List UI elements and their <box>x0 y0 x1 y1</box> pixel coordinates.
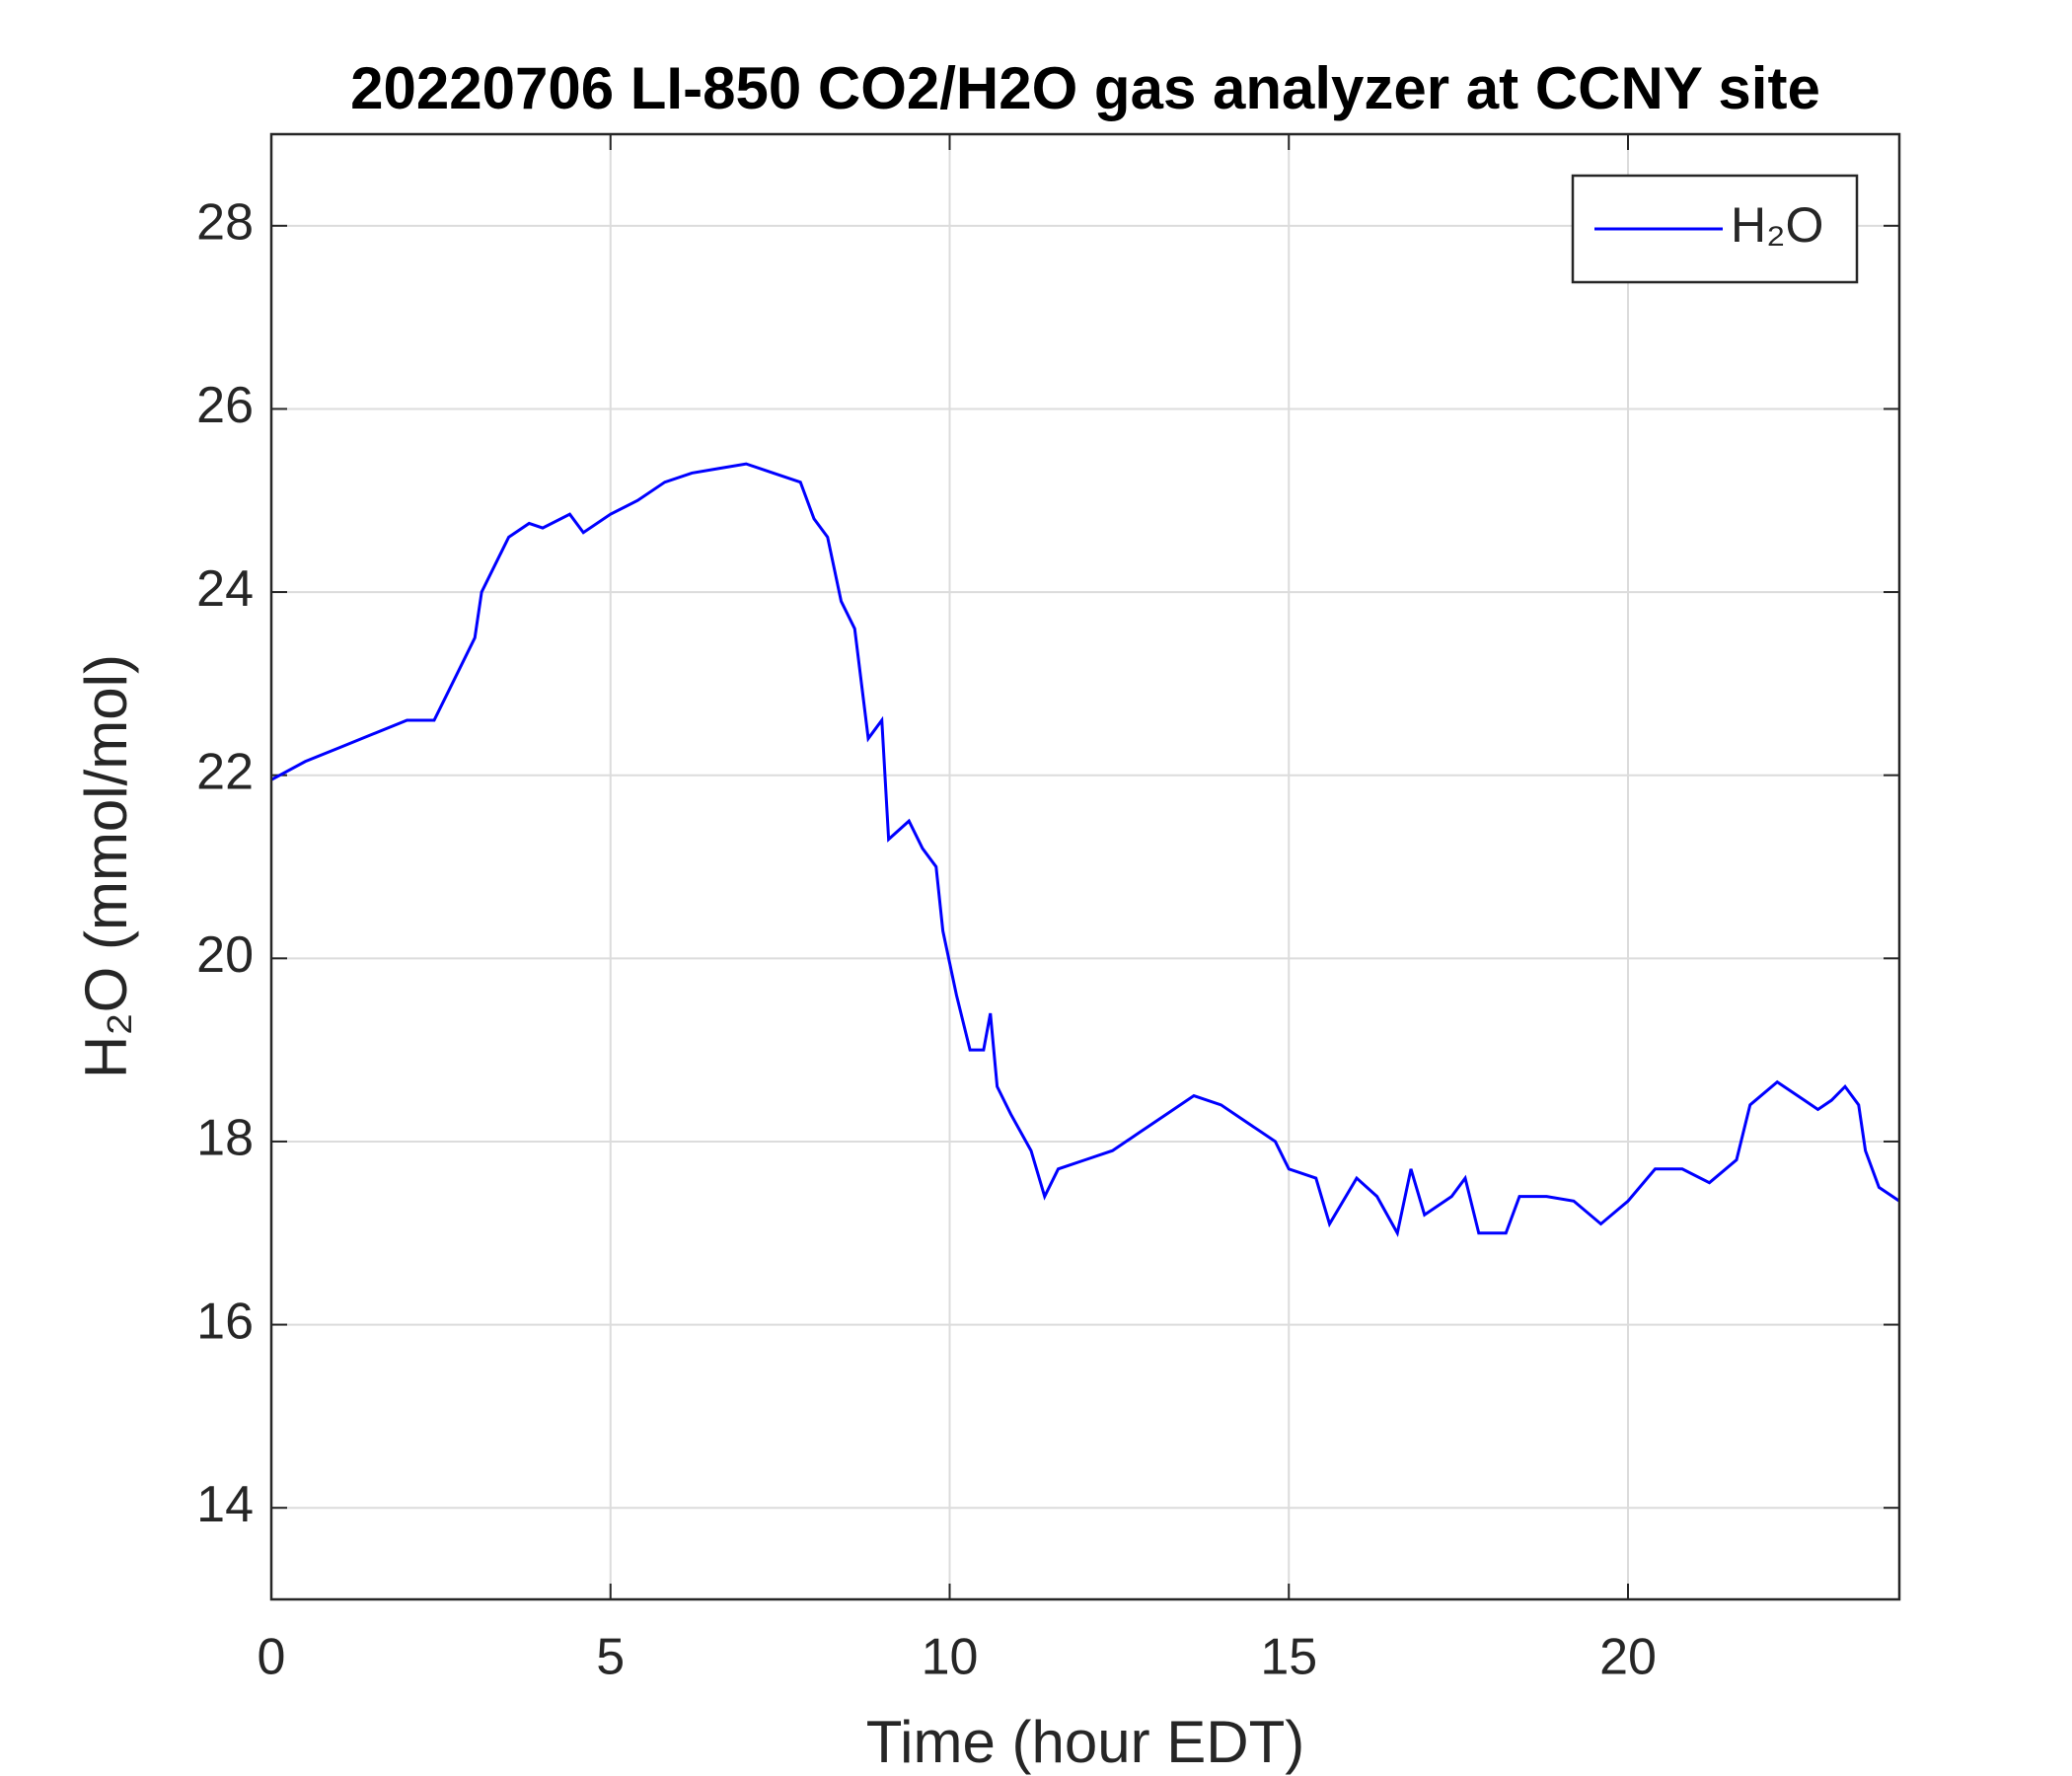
x-tick-label: 0 <box>258 1629 286 1686</box>
y-tick-label: 20 <box>196 926 254 984</box>
legend-label: H₂O <box>1731 197 1823 253</box>
y-tick-label: 24 <box>196 560 254 618</box>
axes-box <box>269 132 1901 1601</box>
y-tick-label: 14 <box>196 1476 254 1533</box>
y-tick-label: 18 <box>196 1110 254 1167</box>
x-tick-label: 5 <box>596 1629 625 1686</box>
plot-area <box>271 134 1899 1599</box>
x-tick-label: 20 <box>1599 1629 1657 1686</box>
y-tick-label: 26 <box>196 377 254 434</box>
y-tick-label: 22 <box>196 743 254 800</box>
y-tick-label: 28 <box>196 194 254 252</box>
y-tick-label: 16 <box>196 1293 254 1350</box>
y-axis-label: H₂O (mmol/mol) <box>73 654 139 1078</box>
x-axis-label: Time (hour EDT) <box>866 1709 1305 1775</box>
data-line <box>270 462 1900 1237</box>
chart-title: 20220706 LI-850 CO2/H2O gas analyzer at … <box>350 55 1820 121</box>
x-tick-label: 15 <box>1260 1629 1317 1686</box>
x-tick-label: 10 <box>922 1629 979 1686</box>
